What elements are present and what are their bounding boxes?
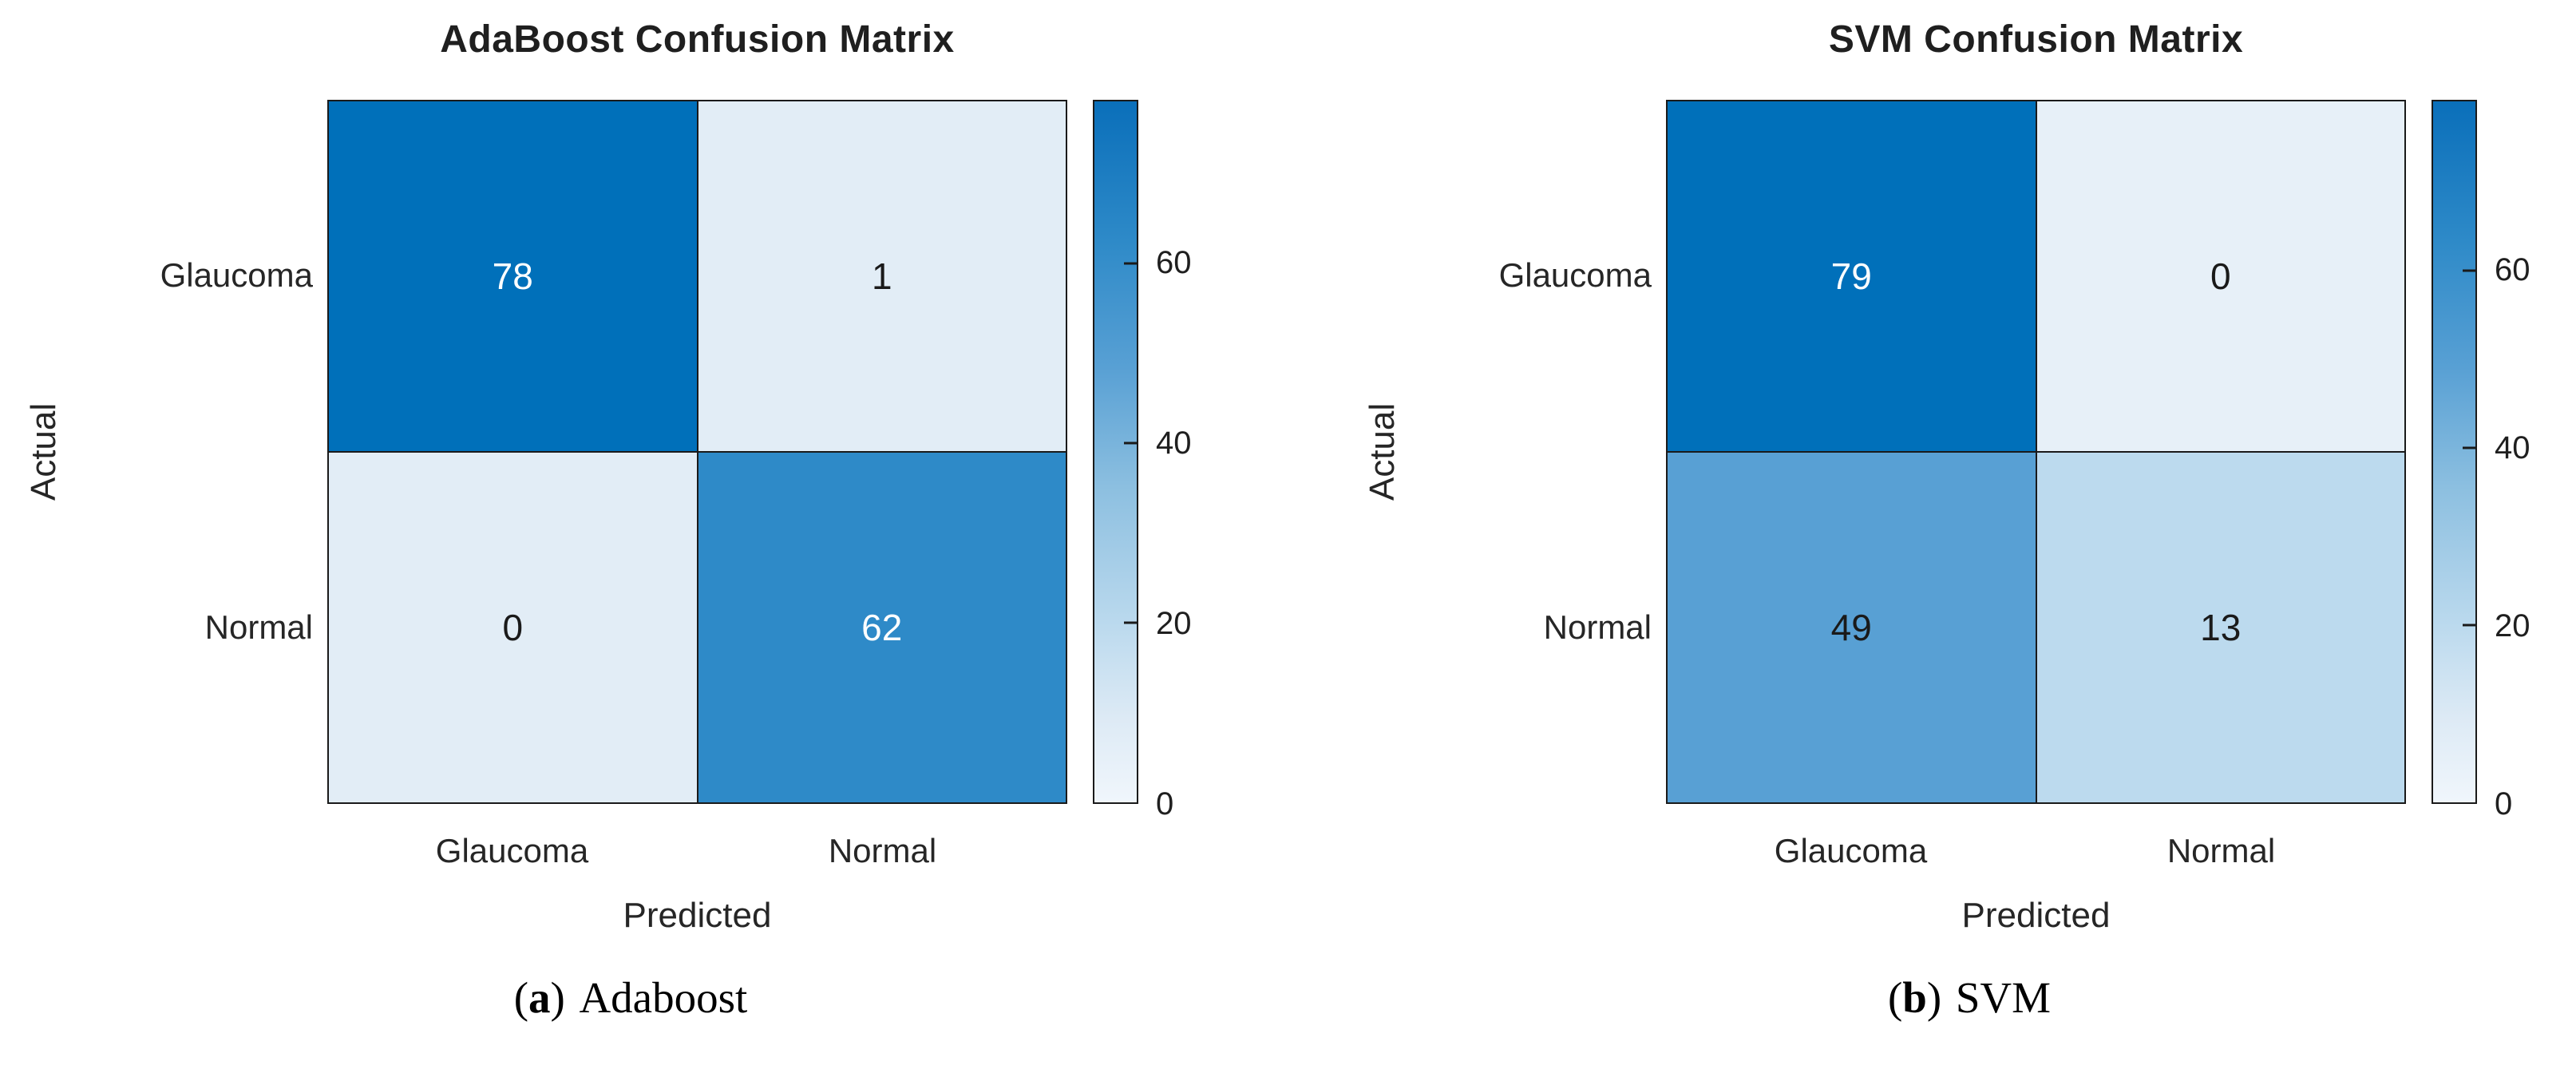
subfigure-caption-a: (a) Adaboost [0,972,1261,1023]
heatmap-cell-r0c1: 0 [2036,101,2404,451]
heatmap-grid: 78 1 0 62 [327,100,1067,804]
heatmap-cell-r0c1: 1 [698,101,1066,451]
colorbar-tick-label: 40 [1156,426,1192,461]
colorbar-tick-label: 20 [2495,608,2530,643]
heatmap-cell-r1c0: 0 [329,453,697,802]
colorbar [1093,100,1138,804]
colorbar-tick-mark [1124,621,1137,624]
colorbar [2432,100,2477,804]
heatmap-cell-r1c1: 13 [2036,453,2404,802]
y-tick-label-normal: Normal [1543,608,1652,646]
colorbar-tick-mark [2463,446,2475,449]
caption-paren-open: ( [513,973,529,1022]
subfigure-caption-b: (b) SVM [1339,972,2576,1023]
y-tick-label-glaucoma: Glaucoma [160,256,313,294]
colorbar-tick-mark [1124,441,1137,445]
x-axis-label: Predicted [1961,896,2111,935]
confusion-matrix-panel-svm: SVM Confusion Matrix Actual Glaucoma Nor… [1339,0,2576,1065]
heatmap-cell-r0c0: 79 [1668,101,2036,451]
colorbar-tick-mark [2463,624,2475,627]
chart-title: SVM Confusion Matrix [1828,18,2244,61]
x-tick-label-glaucoma: Glaucoma [435,832,589,869]
caption-text: SVM [1955,973,2052,1022]
colorbar-tick-label: 0 [2495,786,2513,822]
caption-paren-close: ) [1926,973,1942,1022]
colorbar-tick-label: 0 [1156,786,1174,822]
colorbar-tick-mark [2463,269,2475,272]
caption-letter: a [528,973,551,1022]
colorbar-tick-label: 20 [1156,606,1192,641]
heatmap-grid: 79 0 49 13 [1666,100,2406,804]
chart-title: AdaBoost Confusion Matrix [440,18,955,61]
colorbar-tick-label: 40 [2495,430,2530,465]
x-tick-label-glaucoma: Glaucoma [1774,832,1928,869]
y-tick-label-glaucoma: Glaucoma [1498,256,1652,294]
caption-paren-open: ( [1887,973,1903,1022]
x-axis-label: Predicted [623,896,772,935]
x-tick-label-normal: Normal [2166,832,2276,869]
heatmap-cell-r0c0: 78 [329,101,697,451]
y-tick-label-normal: Normal [204,608,313,646]
x-tick-label-normal: Normal [828,832,937,869]
y-axis-label: Actual [1363,402,1402,501]
confusion-matrix-panel-adaboost: AdaBoost Confusion Matrix Actual Glaucom… [0,0,1261,1065]
colorbar-tick-mark [1124,262,1137,265]
colorbar-tick-label: 60 [1156,245,1192,280]
heatmap-cell-r1c1: 62 [698,453,1066,802]
caption-text: Adaboost [579,973,748,1022]
y-axis-label: Actual [24,402,63,501]
colorbar-tick-label: 60 [2495,252,2530,287]
caption-letter: b [1902,973,1927,1022]
heatmap-cell-r1c0: 49 [1668,453,2036,802]
caption-paren-close: ) [550,973,565,1022]
